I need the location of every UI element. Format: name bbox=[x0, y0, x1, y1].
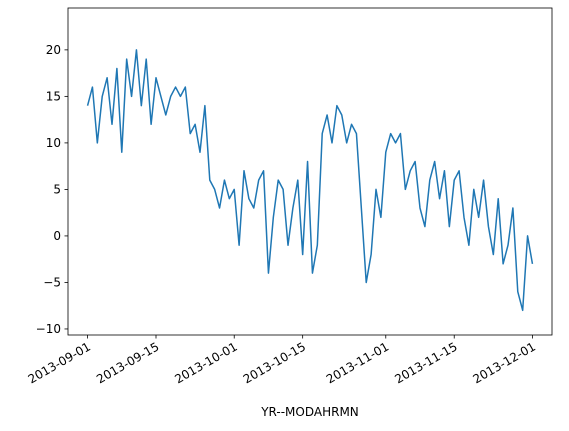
x-tick-label: 2013-12-01 bbox=[471, 339, 538, 386]
y-tick-label: 10 bbox=[46, 136, 61, 150]
y-tick-label: 5 bbox=[53, 182, 61, 196]
x-tick-label: 2013-10-15 bbox=[241, 339, 308, 386]
y-tick-label: −10 bbox=[36, 322, 61, 336]
y-tick-label: 15 bbox=[46, 89, 61, 103]
x-axis-label: YR--MODAHRMN bbox=[260, 405, 359, 419]
y-tick-label: 20 bbox=[46, 43, 61, 57]
x-tick-label: 2013-10-01 bbox=[172, 339, 239, 386]
plot-frame bbox=[67, 7, 553, 336]
y-tick-label: −5 bbox=[43, 275, 61, 289]
x-tick-label: 2013-11-15 bbox=[392, 339, 459, 386]
data-line bbox=[86, 49, 534, 312]
x-tick-label: 2013-11-01 bbox=[324, 339, 391, 386]
y-tick-label: 0 bbox=[53, 229, 61, 243]
x-tick-label: 2013-09-15 bbox=[94, 339, 161, 386]
x-tick-label: 2013-09-01 bbox=[26, 339, 93, 386]
